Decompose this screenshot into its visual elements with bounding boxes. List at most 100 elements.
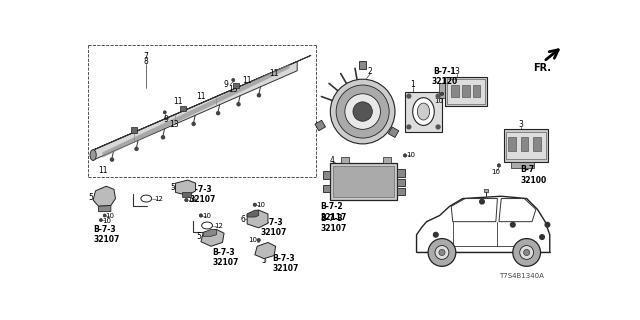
Text: 13: 13 [228, 85, 237, 94]
Circle shape [440, 92, 444, 96]
Circle shape [524, 249, 530, 256]
Text: 3: 3 [518, 120, 523, 129]
Circle shape [353, 102, 372, 121]
Polygon shape [102, 64, 289, 158]
Polygon shape [93, 186, 115, 206]
Ellipse shape [413, 98, 435, 125]
Bar [333, 166, 394, 197]
Bar [504, 129, 548, 162]
Circle shape [403, 154, 406, 157]
Bar [508, 137, 516, 151]
Circle shape [135, 147, 138, 150]
Text: 5: 5 [170, 182, 175, 191]
Text: 10: 10 [106, 212, 115, 219]
Bar [462, 84, 470, 97]
Text: 12: 12 [154, 196, 163, 202]
Text: B-7-3
32107: B-7-3 32107 [320, 214, 347, 233]
Polygon shape [93, 55, 311, 150]
Polygon shape [247, 210, 268, 228]
Bar [182, 192, 191, 197]
Bar [341, 157, 349, 163]
Circle shape [497, 164, 500, 167]
Polygon shape [255, 243, 276, 259]
Circle shape [216, 112, 220, 115]
Circle shape [103, 214, 106, 217]
Circle shape [99, 219, 102, 222]
Circle shape [199, 214, 203, 217]
Circle shape [439, 249, 445, 256]
Circle shape [407, 125, 411, 129]
Bar [315, 120, 326, 131]
Bar [520, 137, 528, 151]
Circle shape [336, 85, 389, 138]
Bar [323, 185, 330, 192]
Circle shape [192, 122, 195, 125]
Text: FR.: FR. [533, 63, 551, 73]
Circle shape [480, 199, 484, 204]
Text: B-7-3
32107: B-7-3 32107 [93, 225, 120, 244]
Text: 9: 9 [224, 80, 228, 89]
Text: B-7-2
32117: B-7-2 32117 [320, 203, 347, 222]
Circle shape [345, 94, 380, 129]
Text: B-7
32100: B-7 32100 [520, 165, 547, 185]
Circle shape [253, 203, 257, 206]
Circle shape [232, 78, 235, 82]
Bar [359, 61, 367, 69]
Text: 10: 10 [435, 98, 444, 104]
Bar [447, 79, 485, 104]
Circle shape [436, 94, 440, 98]
Text: 9: 9 [164, 115, 169, 124]
Circle shape [428, 239, 456, 266]
Bar [233, 83, 239, 88]
Bar [383, 157, 391, 163]
Text: 5: 5 [196, 232, 201, 241]
Text: 5: 5 [88, 193, 93, 202]
Text: 11: 11 [99, 166, 108, 175]
Text: 7: 7 [143, 52, 148, 60]
Circle shape [513, 239, 541, 266]
Circle shape [257, 238, 260, 242]
Text: B-7-1
32120: B-7-1 32120 [432, 67, 458, 86]
Circle shape [163, 111, 166, 114]
Bar [473, 84, 481, 97]
Circle shape [330, 79, 395, 144]
Text: 10: 10 [406, 152, 415, 158]
Ellipse shape [141, 195, 152, 202]
Circle shape [184, 198, 188, 202]
Circle shape [520, 245, 534, 260]
Text: T7S4B1340A: T7S4B1340A [499, 273, 543, 279]
Polygon shape [93, 61, 297, 160]
Bar [484, 188, 488, 192]
Text: 10: 10 [256, 202, 265, 208]
Bar [323, 171, 330, 179]
Text: 11: 11 [269, 68, 279, 77]
Text: 2: 2 [368, 67, 372, 76]
Bar [533, 137, 541, 151]
Bar [511, 162, 534, 168]
Text: 12: 12 [214, 222, 223, 228]
Bar [397, 179, 405, 186]
Text: 4: 4 [330, 156, 334, 164]
Text: B-7-3
32107: B-7-3 32107 [273, 254, 299, 273]
Text: 10: 10 [203, 212, 212, 219]
Bar [131, 127, 137, 132]
Circle shape [161, 136, 164, 139]
Ellipse shape [202, 222, 212, 229]
Circle shape [407, 94, 411, 98]
Polygon shape [247, 210, 259, 217]
Text: 10: 10 [248, 237, 257, 243]
Bar [397, 188, 405, 196]
Text: 10: 10 [102, 218, 111, 224]
Bar [439, 83, 445, 99]
Circle shape [540, 235, 545, 239]
Polygon shape [201, 229, 224, 246]
Text: 3: 3 [454, 67, 459, 76]
Bar [180, 106, 186, 111]
Text: 8: 8 [143, 57, 148, 66]
Bar [405, 92, 442, 132]
Bar [397, 169, 405, 177]
Circle shape [111, 158, 113, 161]
Text: 6: 6 [241, 215, 246, 224]
Polygon shape [175, 180, 196, 196]
Circle shape [257, 94, 260, 97]
